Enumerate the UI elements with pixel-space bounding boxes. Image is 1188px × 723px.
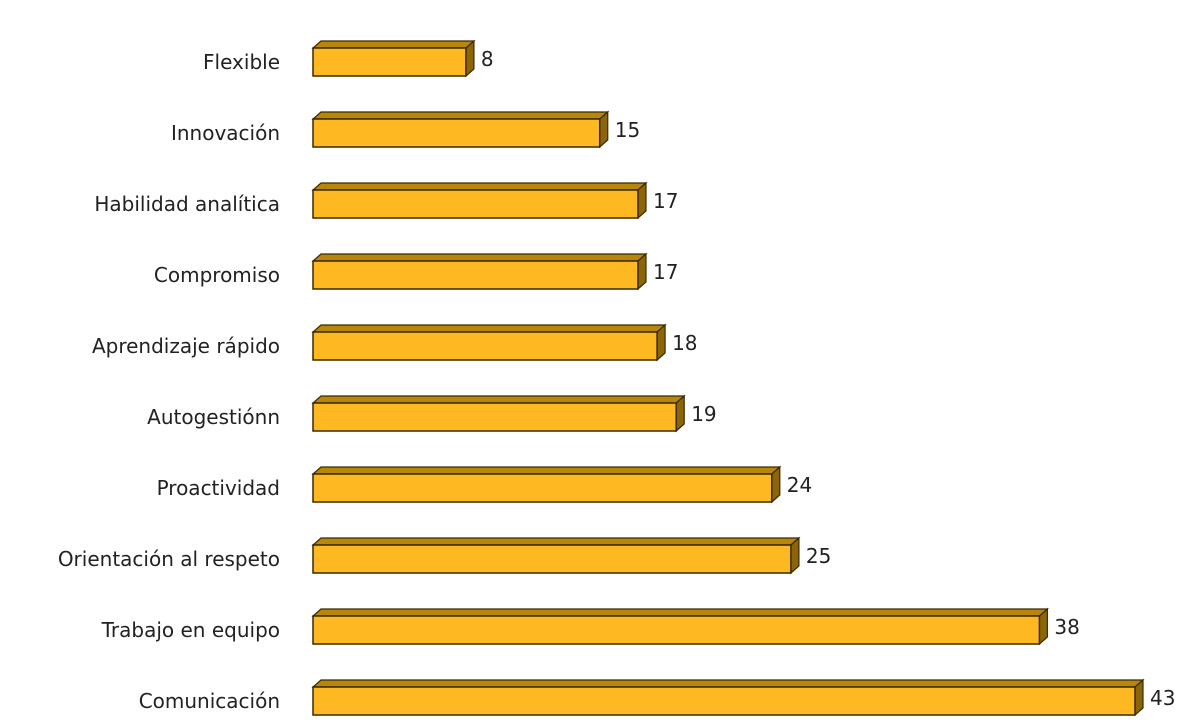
bar-side-face — [675, 394, 685, 433]
bar-group: Comunicación 43 — [139, 678, 1175, 717]
bar — [312, 402, 677, 432]
bar — [312, 189, 639, 219]
bar — [312, 615, 1041, 645]
bar-side-face — [637, 181, 647, 220]
bar — [312, 473, 773, 503]
bar-top-face — [311, 253, 648, 262]
value-label: 8 — [481, 47, 494, 71]
bar-top-face — [311, 608, 1050, 617]
bar-group: Habilidad analítica 17 — [94, 181, 678, 220]
bar-side-face — [771, 465, 781, 504]
bar-group: Orientación al respeto 25 — [58, 536, 831, 575]
bar-group: Autogestiónn 19 — [147, 394, 717, 433]
bar-side-face — [656, 323, 666, 362]
category-label: Flexible — [203, 50, 280, 74]
bar-side-face — [790, 536, 800, 575]
bar-group: Innovación 15 — [171, 110, 640, 149]
bar — [312, 686, 1136, 716]
bar-side-face — [599, 110, 609, 149]
category-label: Autogestiónn — [147, 405, 280, 429]
category-label: Aprendizaje rápido — [92, 334, 280, 358]
category-label: Comunicación — [139, 689, 280, 713]
category-label: Habilidad analítica — [94, 192, 280, 216]
value-label: 18 — [672, 331, 697, 355]
bar-side-face — [1134, 678, 1144, 717]
bar-top-face — [311, 324, 667, 333]
category-label: Innovación — [171, 121, 280, 145]
bar-top-face — [311, 466, 782, 475]
value-label: 19 — [691, 402, 716, 426]
bar — [312, 331, 658, 361]
bar-group: Proactividad 24 — [157, 465, 812, 504]
value-label: 17 — [653, 260, 678, 284]
bar-side-face — [637, 252, 647, 291]
bar-top-face — [311, 40, 476, 49]
value-label: 43 — [1150, 686, 1175, 710]
value-label: 17 — [653, 189, 678, 213]
bar-top-face — [311, 537, 801, 546]
bar-side-face — [465, 39, 475, 78]
category-label: Proactividad — [157, 476, 280, 500]
value-label: 24 — [787, 473, 812, 497]
bar-top-face — [311, 395, 686, 404]
bar — [312, 544, 792, 574]
bar-group: Compromiso 17 — [154, 252, 678, 291]
bar-side-face — [1038, 607, 1049, 646]
bar-top-face — [311, 679, 1145, 688]
category-label: Compromiso — [154, 263, 280, 287]
bar — [312, 47, 467, 77]
category-label: Orientación al respeto — [58, 547, 280, 571]
bar-group: Trabajo en equipo 38 — [101, 607, 1080, 646]
bar-top-face — [311, 182, 648, 191]
bar — [312, 118, 601, 148]
bar-group: Aprendizaje rápido 18 — [92, 323, 698, 362]
value-label: 15 — [615, 118, 640, 142]
category-label: Trabajo en equipo — [101, 618, 280, 642]
value-label: 25 — [806, 544, 831, 568]
bar-group: Flexible 8 — [203, 39, 494, 78]
value-label: 38 — [1054, 615, 1079, 639]
bar-top-face — [311, 111, 610, 120]
bar — [312, 260, 639, 290]
